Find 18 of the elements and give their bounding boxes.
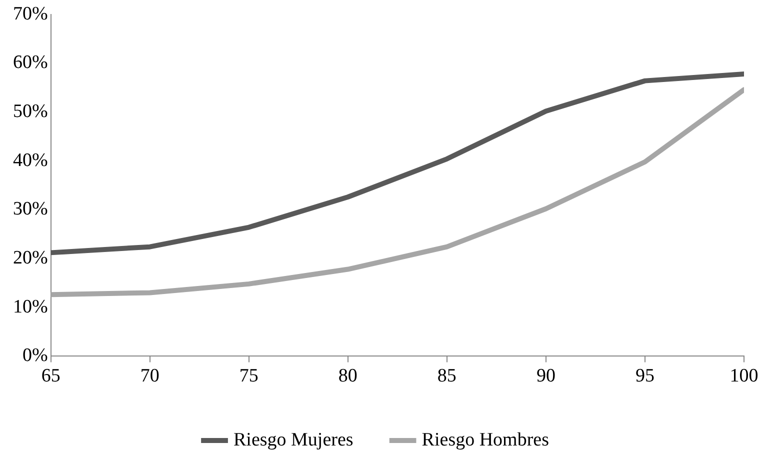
y-tick-label: 40% — [13, 150, 48, 171]
x-tick-label: 95 — [635, 366, 654, 387]
x-tick-label: 80 — [338, 366, 358, 387]
y-tick-label: 20% — [13, 248, 48, 269]
y-tick-label: 50% — [13, 101, 48, 122]
x-tick-label: 65 — [41, 366, 60, 387]
x-tick-label: 85 — [437, 366, 456, 387]
y-tick-label: 60% — [13, 52, 48, 74]
x-tick-label: 70 — [140, 366, 160, 387]
x-tick-label: 75 — [239, 366, 258, 387]
y-tick-label: 10% — [13, 296, 48, 318]
y-tick-label: 0% — [22, 345, 48, 366]
legend-label: Riesgo Mujeres — [234, 429, 354, 450]
y-tick-label: 70% — [13, 3, 48, 24]
y-tick-label: 30% — [13, 198, 48, 220]
x-tick-label: 100 — [730, 366, 758, 387]
x-tick-label: 90 — [536, 366, 556, 387]
legend-label: Riesgo Hombres — [422, 429, 549, 450]
